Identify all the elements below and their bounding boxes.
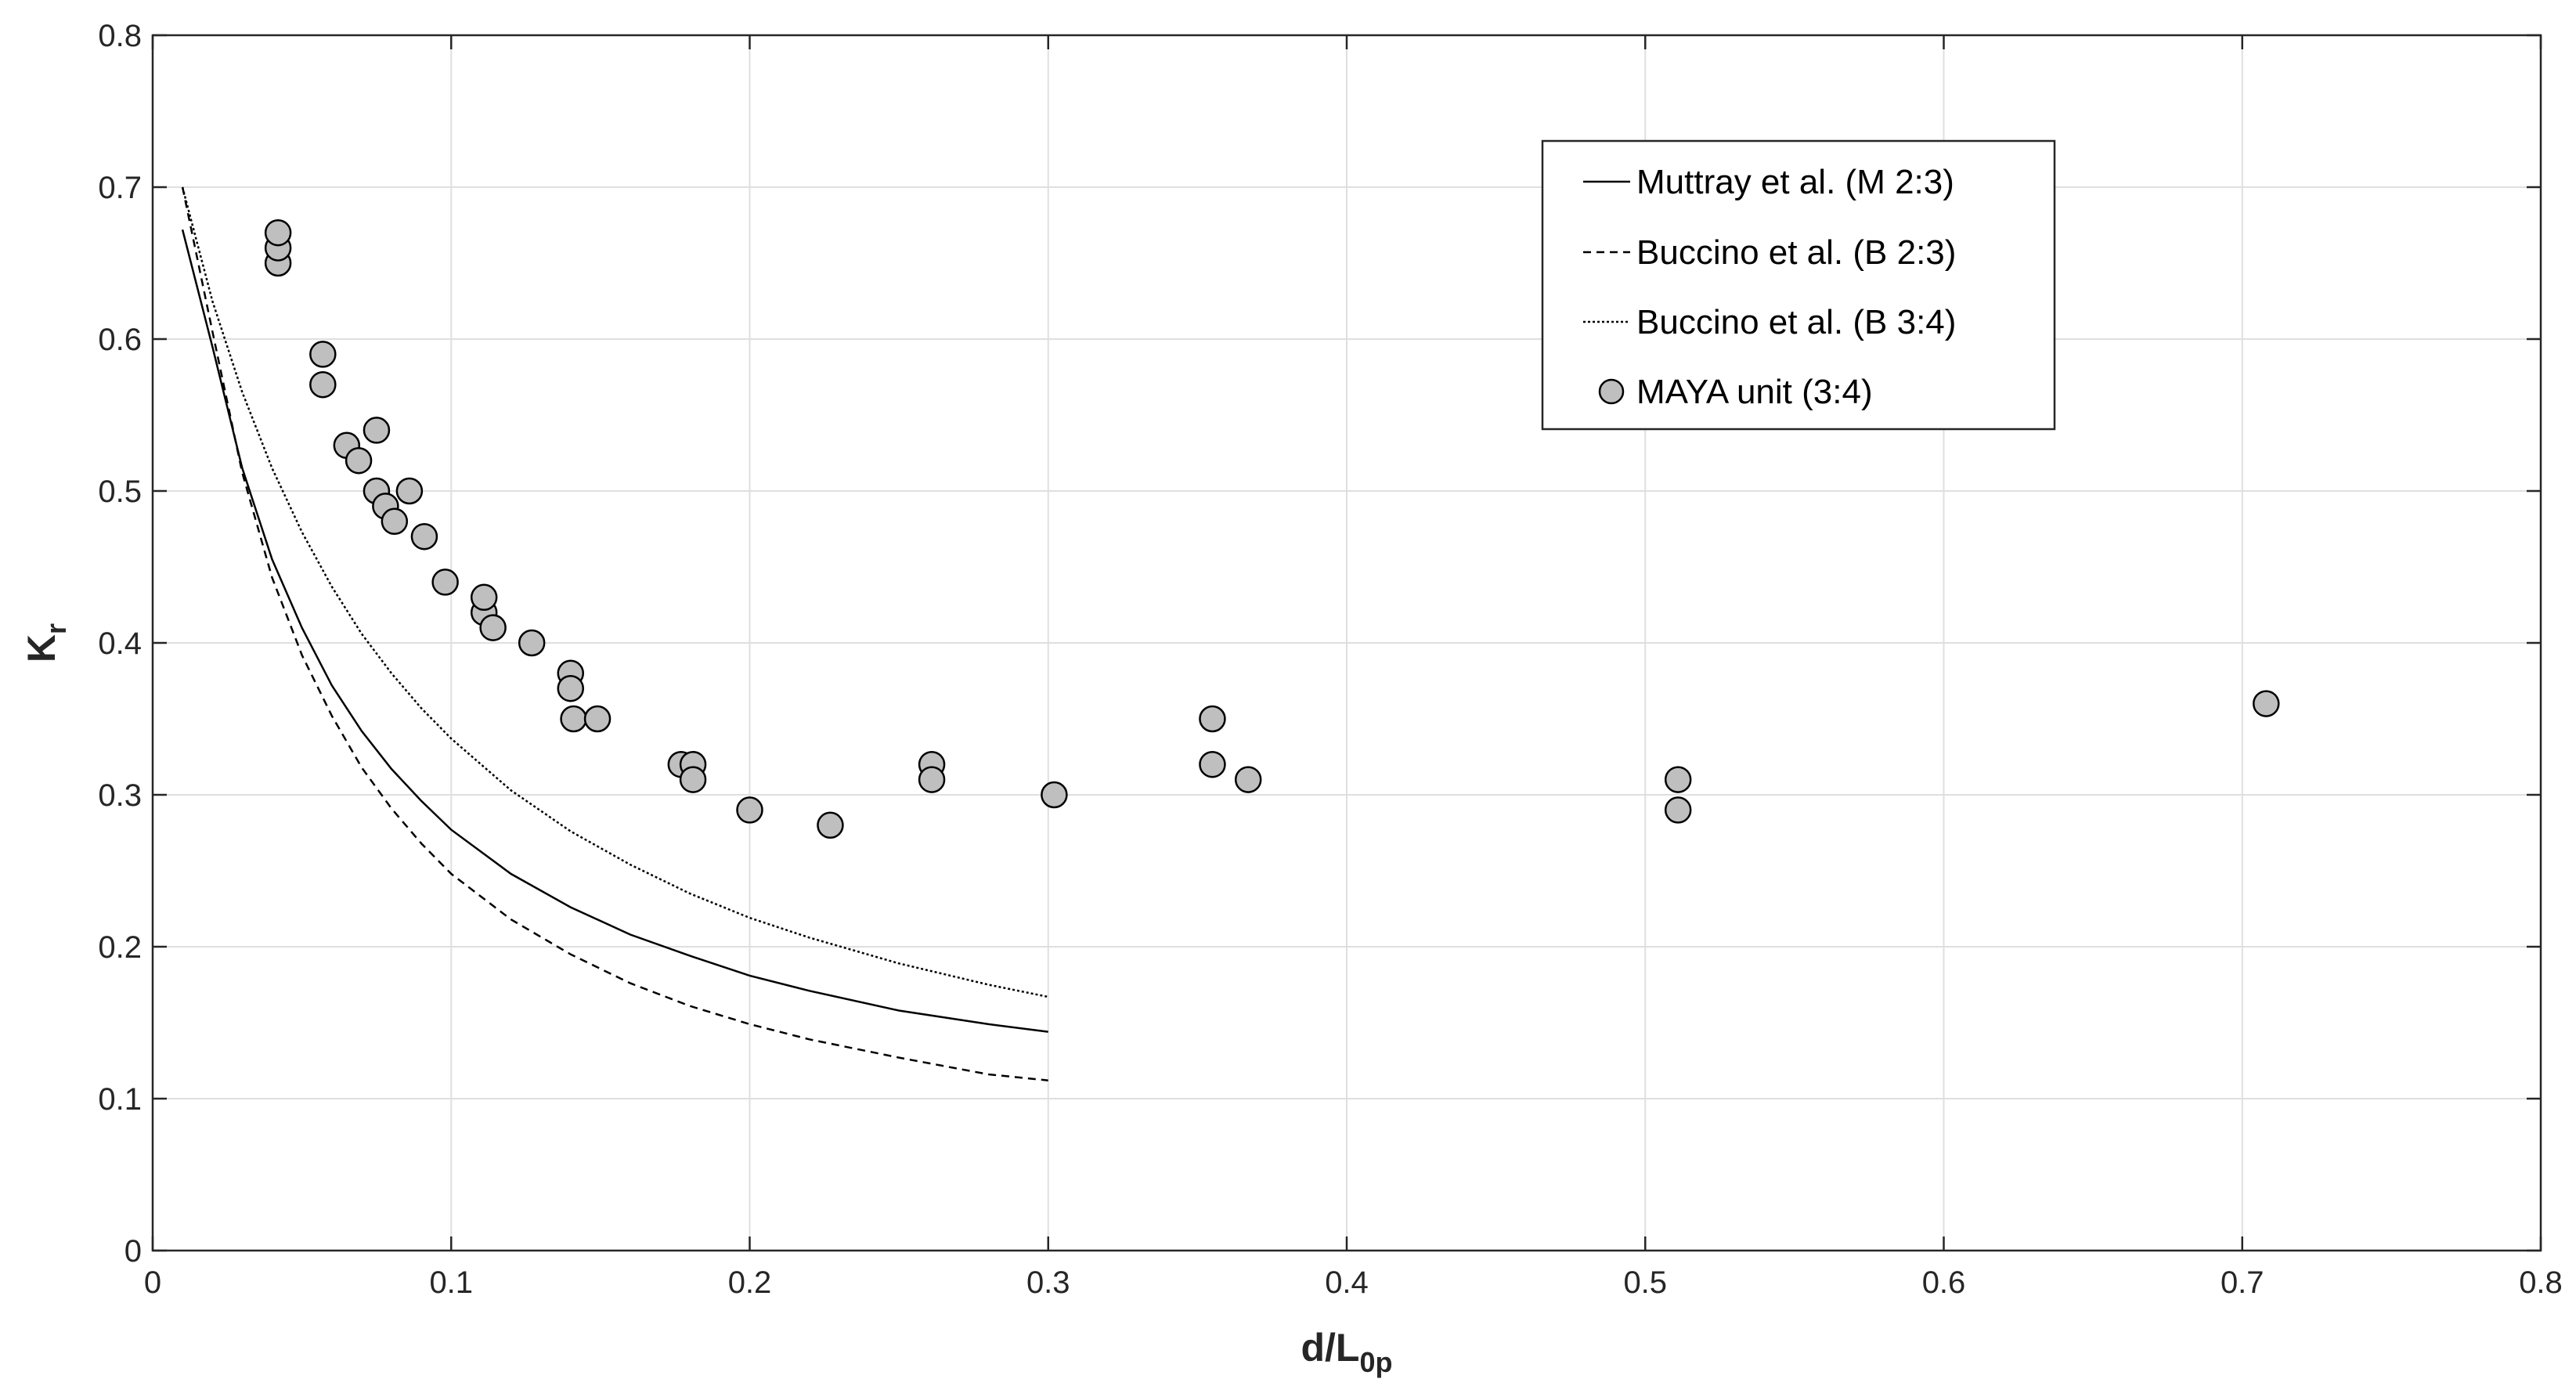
y-tick-label: 0.1 — [98, 1082, 142, 1117]
data-point-maya-unit-3-4 — [736, 796, 763, 824]
series-points — [264, 218, 2280, 839]
data-point-maya-unit-3-4 — [264, 218, 292, 247]
x-axis-label-main: d/L — [1301, 1326, 1360, 1370]
x-axis-label-sub: 0p — [1359, 1346, 1392, 1378]
legend-label-buccino-b23: Buccino et al. (B 2:3) — [1636, 233, 1956, 272]
data-point-maya-unit-3-4 — [309, 341, 337, 368]
data-point-maya-unit-3-4 — [345, 446, 373, 475]
x-tick-label: 0.8 — [2519, 1265, 2563, 1300]
y-tick-label: 0.8 — [98, 19, 142, 53]
x-axis-ticks: 0 0.1 0.2 0.3 0.4 0.5 0.6 0.7 0.8 — [144, 35, 2563, 1300]
series-line-buccino-et-al-b-2-3 — [181, 186, 1048, 1081]
x-axis-label: d/L0p — [1301, 1326, 1393, 1378]
y-axis-ticks: 0 0.1 0.2 0.3 0.4 0.5 0.6 0.7 0.8 — [98, 19, 2541, 1269]
y-tick-label: 0.5 — [98, 475, 142, 509]
x-tick-label: 0.2 — [728, 1265, 772, 1300]
data-point-maya-unit-3-4 — [1664, 766, 1692, 793]
data-point-maya-unit-3-4 — [518, 629, 546, 657]
data-point-maya-unit-3-4 — [1664, 796, 1692, 824]
data-point-maya-unit-3-4 — [1199, 705, 1226, 733]
data-point-maya-unit-3-4 — [817, 811, 844, 839]
data-point-maya-unit-3-4 — [2253, 690, 2280, 717]
y-axis-label-main: K — [20, 634, 63, 662]
x-tick-label: 0.3 — [1026, 1265, 1070, 1300]
y-tick-label: 0.4 — [98, 626, 142, 661]
x-tick-label: 0.6 — [1922, 1265, 1966, 1300]
legend-swatch-maya-unit — [1598, 378, 1625, 405]
data-point-maya-unit-3-4 — [431, 569, 459, 596]
series-line-buccino-et-al-b-3-4 — [181, 186, 1048, 998]
data-point-maya-unit-3-4 — [395, 477, 424, 505]
legend-label-maya-unit: MAYA unit (3:4) — [1636, 373, 1873, 411]
data-point-maya-unit-3-4 — [583, 705, 612, 733]
y-axis-label: Kr — [20, 623, 72, 662]
y-tick-label: 0.3 — [98, 778, 142, 813]
data-point-maya-unit-3-4 — [363, 417, 391, 444]
legend: Muttray et al. (M 2:3) Buccino et al. (B… — [1541, 139, 2056, 431]
series-line-muttray-et-al-m-2-3 — [181, 229, 1048, 1033]
legend-label-buccino-b34: Buccino et al. (B 3:4) — [1636, 303, 1956, 341]
data-point-maya-unit-3-4 — [557, 674, 584, 702]
data-point-maya-unit-3-4 — [381, 507, 409, 536]
data-point-maya-unit-3-4 — [1234, 766, 1262, 793]
data-point-maya-unit-3-4 — [679, 766, 707, 793]
x-tick-label: 0.1 — [429, 1265, 473, 1300]
data-point-maya-unit-3-4 — [560, 705, 587, 733]
data-point-maya-unit-3-4 — [918, 766, 946, 793]
series-lines — [181, 186, 1048, 1081]
y-axis-label-sub: r — [40, 623, 72, 634]
legend-label-muttray-m23: Muttray et al. (M 2:3) — [1636, 163, 1954, 201]
legend-box — [1541, 139, 2056, 431]
data-point-maya-unit-3-4 — [1041, 781, 1068, 809]
data-point-maya-unit-3-4 — [1199, 750, 1226, 778]
y-tick-label: 0.7 — [98, 171, 142, 205]
data-point-maya-unit-3-4 — [479, 614, 507, 641]
data-point-maya-unit-3-4 — [410, 522, 438, 550]
y-tick-label: 0.6 — [98, 323, 142, 357]
y-tick-label: 0 — [124, 1234, 142, 1269]
y-tick-label: 0.2 — [98, 930, 142, 965]
data-point-maya-unit-3-4 — [309, 370, 337, 399]
x-tick-label: 0 — [144, 1265, 161, 1300]
data-point-maya-unit-3-4 — [470, 583, 498, 612]
x-tick-label: 0.4 — [1325, 1265, 1369, 1300]
x-tick-label: 0.7 — [2221, 1265, 2264, 1300]
x-tick-label: 0.5 — [1623, 1265, 1667, 1300]
